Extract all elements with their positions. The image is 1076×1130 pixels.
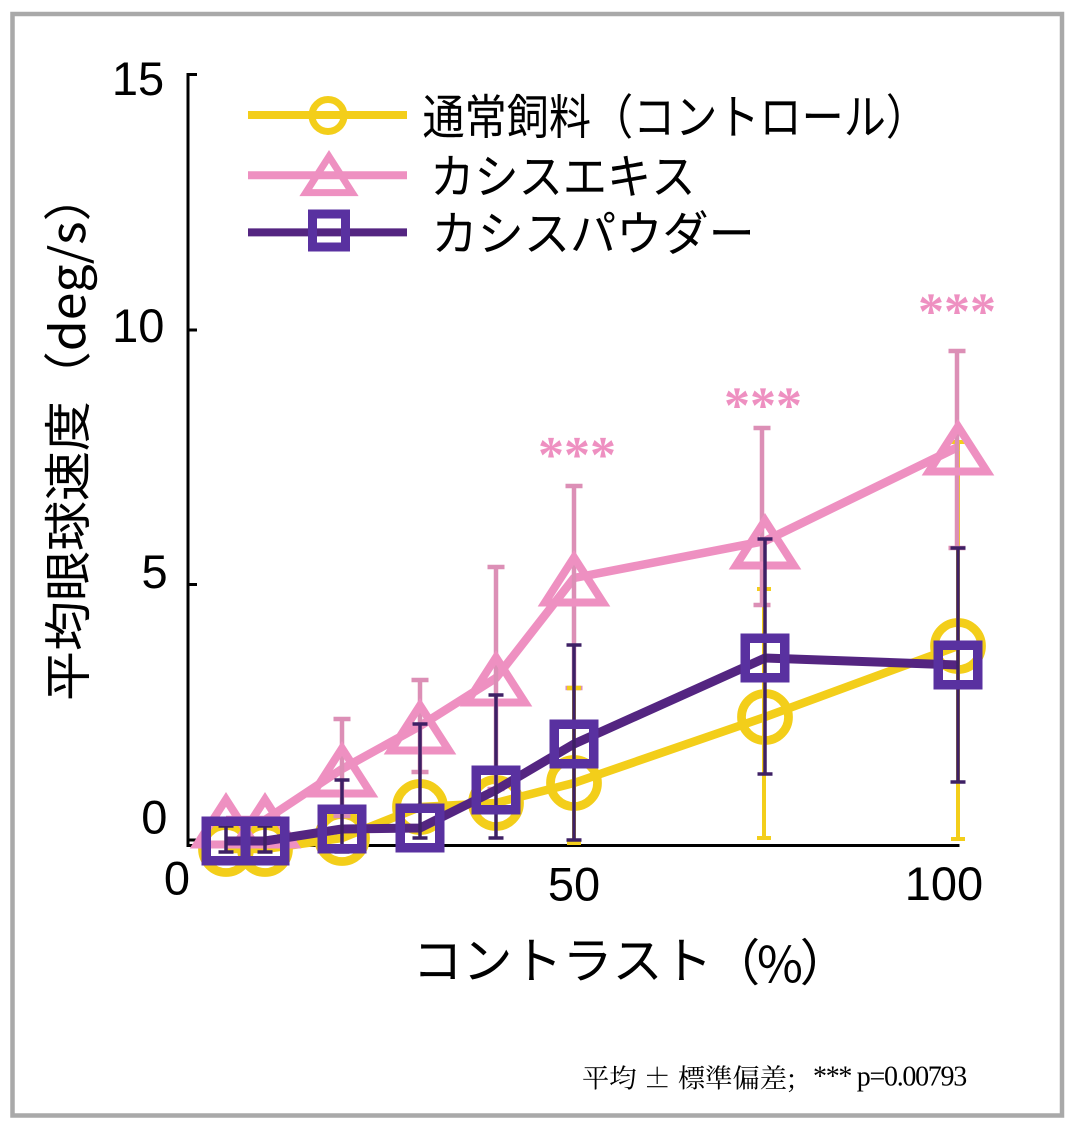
svg-text:5: 5 bbox=[142, 545, 168, 598]
svg-text:10: 10 bbox=[112, 299, 164, 352]
svg-text:50: 50 bbox=[548, 858, 600, 911]
svg-text:***: *** bbox=[724, 378, 802, 435]
svg-text:0: 0 bbox=[164, 852, 190, 905]
svg-text:100: 100 bbox=[905, 857, 983, 910]
svg-text:0: 0 bbox=[141, 791, 167, 844]
svg-text:*** p=0.00793: *** p=0.00793 bbox=[813, 1062, 966, 1093]
svg-text:15: 15 bbox=[112, 52, 164, 105]
svg-text:***: *** bbox=[918, 284, 996, 341]
svg-text:***: *** bbox=[538, 427, 616, 484]
